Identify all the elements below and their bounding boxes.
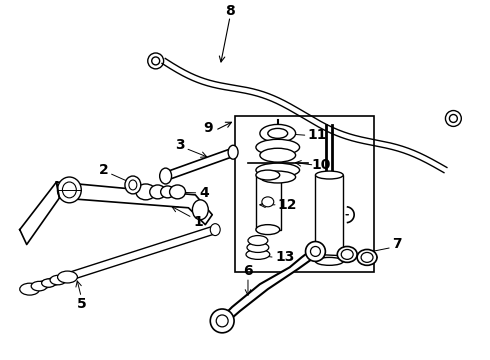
Text: 7: 7 (392, 238, 402, 252)
Ellipse shape (125, 176, 141, 194)
Ellipse shape (268, 129, 288, 138)
Polygon shape (166, 148, 234, 180)
Text: 5: 5 (76, 297, 86, 311)
Text: 10: 10 (312, 158, 331, 172)
Text: 11: 11 (308, 129, 327, 142)
Text: 8: 8 (225, 4, 235, 18)
Ellipse shape (256, 163, 299, 177)
Ellipse shape (357, 249, 377, 265)
Ellipse shape (256, 225, 280, 235)
Text: 6: 6 (243, 264, 253, 278)
Text: 3: 3 (175, 138, 184, 152)
Ellipse shape (148, 53, 164, 69)
Text: 13: 13 (275, 251, 294, 264)
Bar (235, 116, 374, 272)
Ellipse shape (306, 242, 325, 261)
Ellipse shape (256, 139, 299, 155)
Ellipse shape (150, 185, 166, 199)
Ellipse shape (445, 111, 461, 126)
Ellipse shape (216, 315, 228, 327)
Ellipse shape (136, 184, 156, 200)
Polygon shape (28, 226, 217, 293)
Ellipse shape (210, 309, 234, 333)
Ellipse shape (57, 177, 81, 203)
Ellipse shape (129, 180, 137, 190)
Ellipse shape (50, 275, 66, 285)
Polygon shape (56, 182, 212, 225)
Ellipse shape (260, 125, 295, 142)
Ellipse shape (62, 182, 76, 198)
Ellipse shape (228, 145, 238, 159)
Ellipse shape (247, 243, 269, 252)
Ellipse shape (246, 249, 270, 260)
Ellipse shape (31, 282, 47, 291)
Text: 2: 2 (99, 163, 109, 177)
Ellipse shape (152, 57, 160, 65)
Ellipse shape (311, 247, 320, 256)
Ellipse shape (337, 247, 357, 262)
Ellipse shape (160, 168, 172, 184)
Ellipse shape (449, 114, 457, 122)
Ellipse shape (341, 249, 353, 260)
Ellipse shape (170, 185, 185, 199)
Ellipse shape (57, 271, 77, 283)
Ellipse shape (262, 197, 274, 207)
Ellipse shape (248, 235, 268, 246)
Bar (256, 175, 281, 230)
Ellipse shape (316, 257, 343, 265)
Polygon shape (20, 182, 59, 244)
Ellipse shape (361, 252, 373, 262)
Ellipse shape (210, 224, 220, 235)
Ellipse shape (256, 170, 280, 180)
Text: 4: 4 (199, 186, 209, 200)
Ellipse shape (260, 171, 295, 183)
Ellipse shape (260, 148, 295, 162)
Text: 9: 9 (203, 121, 213, 135)
Text: 12: 12 (278, 198, 297, 212)
Polygon shape (220, 247, 318, 324)
Ellipse shape (42, 279, 55, 287)
Ellipse shape (316, 171, 343, 179)
Bar (316, 175, 343, 261)
Text: 1: 1 (194, 215, 203, 229)
Ellipse shape (193, 200, 208, 220)
Ellipse shape (20, 283, 40, 295)
Ellipse shape (161, 186, 174, 198)
